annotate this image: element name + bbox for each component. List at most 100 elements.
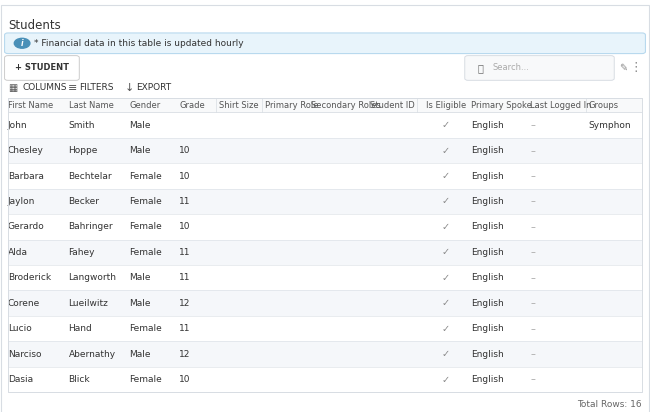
Text: 11: 11 — [179, 324, 190, 333]
Text: –: – — [530, 247, 535, 258]
Text: Primary Spoke...: Primary Spoke... — [471, 101, 540, 110]
Circle shape — [14, 38, 30, 48]
Bar — [8, 316, 642, 342]
Text: 10: 10 — [179, 222, 190, 232]
Text: Male: Male — [129, 121, 151, 130]
Text: Alda: Alda — [8, 248, 28, 257]
Text: ✓: ✓ — [441, 145, 450, 156]
Text: –: – — [530, 171, 535, 181]
Text: Female: Female — [129, 197, 162, 206]
Text: Search...: Search... — [493, 63, 530, 73]
Text: ✓: ✓ — [441, 171, 450, 181]
Text: English: English — [471, 171, 504, 180]
Text: ↓: ↓ — [125, 83, 134, 93]
Text: –: – — [530, 273, 535, 283]
Text: Broderick: Broderick — [8, 273, 51, 282]
Bar — [8, 240, 642, 265]
Text: Gender: Gender — [129, 101, 161, 110]
Text: Male: Male — [129, 299, 151, 308]
Text: ✎: ✎ — [619, 63, 627, 73]
Text: ✓: ✓ — [441, 324, 450, 334]
Text: –: – — [530, 120, 535, 130]
Bar — [8, 98, 642, 392]
Text: ✓: ✓ — [441, 120, 450, 130]
Bar — [8, 112, 642, 138]
Text: Becker: Becker — [68, 197, 99, 206]
FancyBboxPatch shape — [465, 56, 614, 80]
Text: 12: 12 — [179, 299, 190, 308]
Text: ✓: ✓ — [441, 247, 450, 258]
Text: Lueilwitz: Lueilwitz — [68, 299, 109, 308]
Text: Blick: Blick — [68, 375, 90, 384]
Text: Groups: Groups — [589, 101, 619, 110]
Text: English: English — [471, 349, 504, 358]
Text: Fahey: Fahey — [68, 248, 95, 257]
Text: ✓: ✓ — [441, 197, 450, 206]
Text: Abernathy: Abernathy — [68, 349, 116, 358]
Text: ✓: ✓ — [441, 375, 450, 384]
Text: ✓: ✓ — [441, 298, 450, 308]
Text: ⋮: ⋮ — [629, 61, 642, 75]
Bar — [8, 163, 642, 189]
Text: ✓: ✓ — [441, 222, 450, 232]
FancyBboxPatch shape — [5, 56, 79, 80]
Text: English: English — [471, 248, 504, 257]
Text: Female: Female — [129, 222, 162, 232]
Text: i: i — [21, 39, 23, 48]
Text: –: – — [530, 298, 535, 308]
FancyBboxPatch shape — [5, 33, 645, 54]
Text: Hoppe: Hoppe — [68, 146, 98, 155]
Text: Female: Female — [129, 375, 162, 384]
Text: Primary Role: Primary Role — [265, 101, 318, 110]
Text: –: – — [530, 145, 535, 156]
Text: –: – — [530, 375, 535, 384]
Text: 12: 12 — [179, 349, 190, 358]
Text: 10: 10 — [179, 146, 190, 155]
Bar — [8, 342, 642, 367]
Text: + STUDENT: + STUDENT — [15, 63, 69, 73]
Text: 11: 11 — [179, 248, 190, 257]
Bar — [8, 214, 642, 240]
Text: Female: Female — [129, 171, 162, 180]
Text: Lucio: Lucio — [8, 324, 32, 333]
Text: Male: Male — [129, 349, 151, 358]
Text: English: English — [471, 222, 504, 232]
Text: * Financial data in this table is updated hourly: * Financial data in this table is update… — [34, 39, 243, 48]
Text: –: – — [530, 349, 535, 359]
Text: 10: 10 — [179, 171, 190, 180]
Text: Dasia: Dasia — [8, 375, 33, 384]
Text: Langworth: Langworth — [68, 273, 116, 282]
Text: John: John — [8, 121, 27, 130]
Text: Jaylon: Jaylon — [8, 197, 35, 206]
Text: English: English — [471, 324, 504, 333]
Text: –: – — [530, 324, 535, 334]
Text: English: English — [471, 197, 504, 206]
Text: FILTERS: FILTERS — [79, 83, 114, 92]
Text: ✓: ✓ — [441, 349, 450, 359]
Text: English: English — [471, 375, 504, 384]
Text: Female: Female — [129, 248, 162, 257]
Text: Grade: Grade — [179, 101, 205, 110]
Text: ⌕: ⌕ — [478, 63, 484, 73]
Text: English: English — [471, 146, 504, 155]
Text: Bahringer: Bahringer — [68, 222, 113, 232]
Bar — [8, 189, 642, 214]
Bar — [8, 265, 642, 290]
Text: English: English — [471, 121, 504, 130]
Bar — [8, 290, 642, 316]
Text: COLUMNS: COLUMNS — [22, 83, 66, 92]
Text: Bechtelar: Bechtelar — [68, 171, 112, 180]
Text: English: English — [471, 299, 504, 308]
Text: Narciso: Narciso — [8, 349, 42, 358]
Text: Smith: Smith — [68, 121, 95, 130]
Bar — [8, 138, 642, 163]
Text: First Name: First Name — [8, 101, 53, 110]
Text: ✓: ✓ — [441, 273, 450, 283]
Text: Total Rows: 16: Total Rows: 16 — [578, 400, 642, 409]
Text: Gerardo: Gerardo — [8, 222, 45, 232]
Text: Last Logged In: Last Logged In — [530, 101, 592, 110]
Text: Student ID: Student ID — [370, 101, 415, 110]
Text: 11: 11 — [179, 273, 190, 282]
Text: Students: Students — [8, 19, 60, 32]
Text: Hand: Hand — [68, 324, 92, 333]
